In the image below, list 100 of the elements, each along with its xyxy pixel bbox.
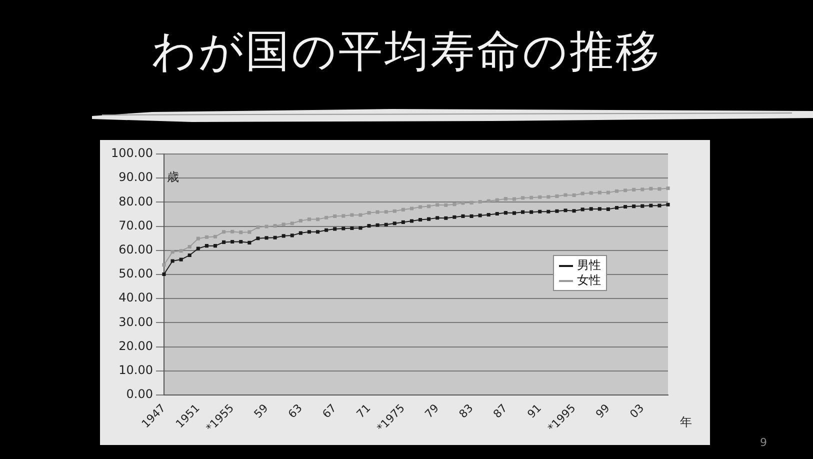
point [521, 210, 525, 214]
point [530, 210, 534, 214]
point [606, 207, 610, 211]
point [230, 230, 234, 234]
point [436, 216, 440, 220]
y-tick-label: 100.00 [110, 146, 153, 160]
point [290, 222, 294, 226]
point [222, 240, 226, 244]
x-axis-title: 年 [680, 415, 692, 430]
point [418, 218, 422, 222]
point [470, 214, 474, 218]
point [598, 190, 602, 194]
point [213, 244, 218, 248]
point [179, 258, 183, 262]
point [367, 211, 371, 215]
point [392, 222, 396, 226]
x-tick-label: 63 [286, 402, 305, 421]
point [298, 231, 302, 235]
point [436, 203, 440, 207]
point [572, 193, 576, 197]
point [512, 197, 516, 201]
point [256, 225, 260, 230]
point [478, 214, 482, 218]
point [640, 188, 644, 192]
x-tick-label: 03 [627, 402, 647, 421]
point [461, 214, 465, 218]
x-tick-label: 99 [593, 402, 612, 421]
point [564, 208, 568, 212]
point [282, 234, 286, 238]
point [624, 188, 628, 192]
point [666, 202, 670, 206]
point [188, 245, 192, 249]
point [580, 192, 584, 196]
point [649, 186, 653, 190]
point [470, 200, 474, 204]
y-tick-label: 60.00 [118, 242, 153, 257]
point [632, 188, 636, 192]
y-tick-label: 20.00 [118, 338, 153, 353]
point [384, 222, 388, 226]
point [239, 240, 243, 244]
point [170, 259, 174, 263]
point [410, 219, 414, 223]
point [564, 193, 568, 197]
point [614, 206, 619, 210]
x-tick-label: 67 [320, 402, 339, 421]
point [239, 230, 243, 234]
y-tick-label: 10.00 [118, 363, 153, 378]
point [614, 189, 619, 193]
point [401, 208, 405, 212]
point [273, 236, 277, 240]
point [546, 210, 550, 214]
point [273, 224, 277, 228]
point [367, 224, 371, 228]
point [598, 207, 602, 211]
point [222, 230, 226, 234]
point [248, 230, 252, 234]
point [427, 204, 431, 208]
point [324, 228, 328, 232]
point [486, 199, 490, 203]
point [248, 240, 252, 244]
point [555, 194, 559, 198]
point [264, 236, 268, 240]
point [452, 202, 456, 206]
point [632, 204, 636, 208]
y-tick-label: 40.00 [118, 290, 153, 305]
y-tick-label: 50.00 [118, 266, 153, 281]
point [170, 250, 174, 254]
point [342, 214, 346, 218]
point [307, 218, 311, 222]
point [350, 226, 354, 230]
point [333, 214, 337, 218]
point [504, 211, 508, 215]
point [376, 223, 380, 227]
x-tick-label: 71 [354, 402, 374, 421]
legend-label: 男性 [576, 258, 601, 274]
point [316, 218, 320, 222]
point [580, 208, 584, 212]
point [589, 191, 593, 195]
point [358, 226, 362, 230]
point [188, 253, 192, 257]
x-tick-label: 87 [490, 402, 510, 421]
y-tick-label: 0.00 [126, 387, 153, 402]
point [666, 186, 670, 190]
point [392, 209, 396, 213]
chart-title: わが国の平均寿命の推移 [150, 25, 662, 79]
point [358, 213, 362, 217]
point [427, 217, 431, 221]
point [162, 272, 166, 276]
point [640, 204, 644, 208]
point [461, 201, 465, 205]
point [649, 204, 653, 208]
point [495, 212, 499, 216]
point [444, 203, 448, 207]
legend-label: 女性 [576, 273, 601, 288]
y-tick-label: 90.00 [118, 170, 153, 184]
point [213, 234, 218, 238]
x-tick-label: 79 [422, 402, 442, 421]
point [298, 218, 302, 223]
point [384, 210, 388, 214]
point [504, 197, 508, 201]
